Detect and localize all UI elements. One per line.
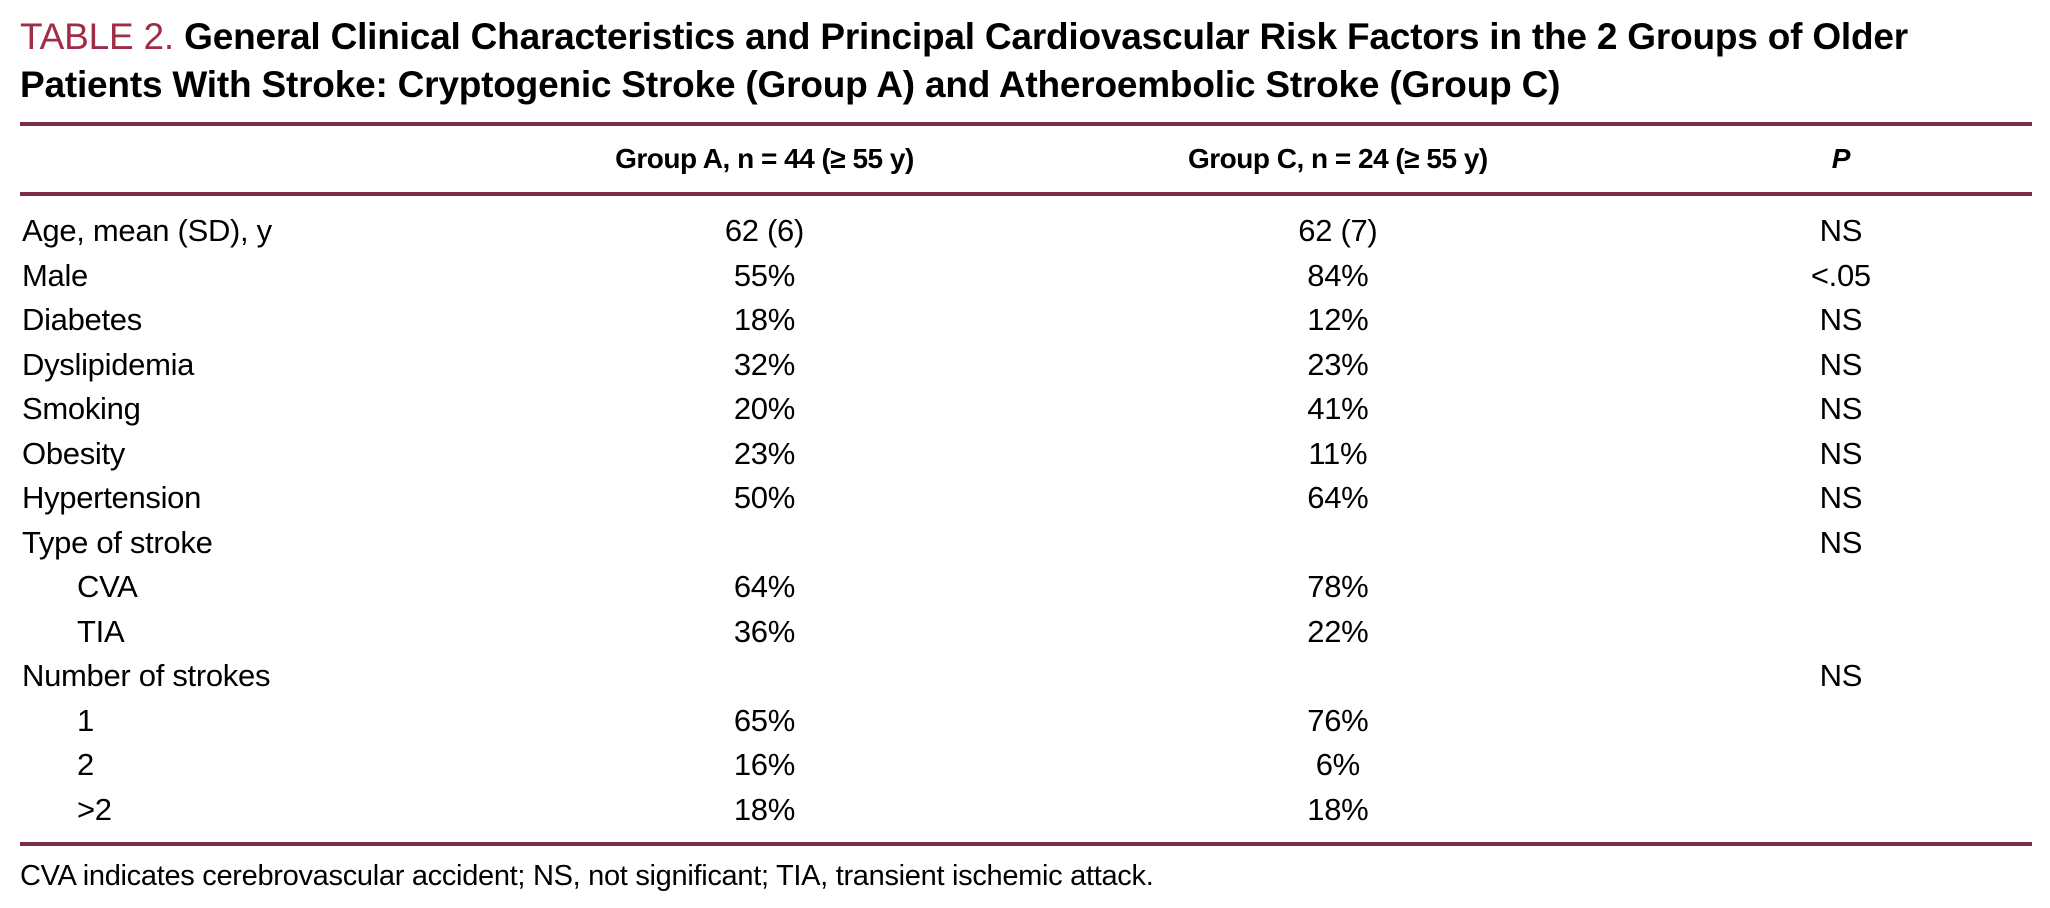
table-row: Smoking 20% 41% NS (20, 387, 2032, 432)
table-row: Diabetes 18% 12% NS (20, 298, 2032, 343)
column-header-label (20, 124, 503, 194)
cell-group-a: 36% (733, 613, 795, 649)
cell-group-c: 41% (1307, 391, 1369, 427)
cell-group-c: 64% (1307, 480, 1369, 516)
row-label: Smoking (22, 391, 141, 427)
cell-group-c (1026, 654, 1650, 699)
cell-p: NS (1819, 658, 1863, 694)
cell-group-c: 62 (7) (1298, 213, 1378, 249)
cell-group-c: 22% (1307, 613, 1369, 649)
cell-group-c: 84% (1307, 257, 1369, 293)
table-row: TIA 36% 22% (20, 610, 2032, 655)
data-table: Group A, n = 44 (≥ 55 y) Group C, n = 24… (20, 122, 2032, 842)
row-label: 2 (77, 747, 94, 783)
cell-p: NS (1819, 391, 1863, 427)
row-label: Male (22, 257, 88, 293)
table-row: Dyslipidemia 32% 23% NS (20, 343, 2032, 388)
table-row: Hypertension 50% 64% NS (20, 476, 2032, 521)
cell-p: NS (1819, 213, 1863, 249)
row-label: Age, mean (SD), y (22, 213, 272, 249)
cell-group-a: 20% (733, 391, 795, 427)
table-row: Male 55% 84% <.05 (20, 254, 2032, 299)
cell-group-a (503, 521, 1026, 566)
cell-group-a: 18% (733, 302, 795, 338)
cell-group-c: 11% (1308, 435, 1368, 471)
cell-group-a: 62 (6) (724, 213, 805, 249)
column-header-p: P (1831, 143, 1851, 174)
paper-table-figure: TABLE 2. General Clinical Characteristic… (20, 0, 2032, 893)
cell-p: NS (1819, 480, 1863, 516)
row-label: CVA (77, 569, 138, 605)
cell-p (1650, 610, 2032, 655)
table-row: CVA 64% 78% (20, 565, 2032, 610)
cell-group-a: 32% (733, 346, 795, 382)
table-row: 2 16% 6% (20, 743, 2032, 788)
cell-p: NS (1819, 435, 1863, 471)
row-label: Hypertension (22, 480, 202, 516)
cell-p (1650, 565, 2032, 610)
cell-p (1650, 743, 2032, 788)
cell-p: NS (1819, 346, 1863, 382)
cell-group-c: 12% (1307, 302, 1369, 338)
cell-group-c: 18% (1307, 791, 1369, 827)
cell-group-c: 23% (1307, 346, 1369, 382)
table-row: Obesity 23% 11% NS (20, 432, 2032, 477)
table-title-text: General Clinical Characteristics and Pri… (20, 16, 1908, 105)
cell-group-a: 64% (733, 569, 795, 605)
table-body: Age, mean (SD), y 62 (6) 62 (7) NS Male 55% 84… (20, 194, 2032, 842)
column-header-group-c: Group C, n = 24 (≥ 55 y) (1187, 143, 1488, 174)
cell-group-c (1026, 521, 1650, 566)
cell-group-a (503, 654, 1026, 699)
table-row: 1 65% 76% (20, 699, 2032, 744)
cell-group-a: 18% (733, 791, 795, 827)
table-row: Type of stroke NS (20, 521, 2032, 566)
cell-group-c: 78% (1307, 569, 1369, 605)
row-label: Diabetes (22, 302, 142, 338)
cell-group-a: 65% (733, 702, 795, 738)
cell-group-a: 16% (733, 747, 795, 783)
cell-group-a: 55% (733, 257, 795, 293)
table-row: Number of strokes NS (20, 654, 2032, 699)
table-number-label: TABLE 2. (20, 16, 175, 57)
table-row: >2 18% 18% (20, 788, 2032, 843)
row-label: Obesity (22, 435, 125, 471)
row-label: TIA (77, 613, 125, 649)
cell-p (1650, 788, 2032, 843)
row-label: Dyslipidemia (22, 346, 195, 382)
cell-group-a: 23% (733, 435, 795, 471)
cell-group-c: 6% (1315, 747, 1361, 783)
table-bottom-rule (20, 842, 2032, 846)
cell-p: NS (1819, 302, 1863, 338)
row-label: >2 (77, 791, 112, 827)
cell-group-a: 50% (733, 480, 795, 516)
page-title: TABLE 2. General Clinical Characteristic… (20, 0, 2032, 109)
header-row: Group A, n = 44 (≥ 55 y) Group C, n = 24… (20, 124, 2032, 194)
cell-p: NS (1819, 524, 1863, 560)
cell-p: <.05 (1810, 257, 1871, 293)
table-row: Age, mean (SD), y 62 (6) 62 (7) NS (20, 194, 2032, 254)
column-header-group-a: Group A, n = 44 (≥ 55 y) (615, 143, 914, 174)
cell-group-c: 76% (1307, 702, 1369, 738)
table-header: Group A, n = 44 (≥ 55 y) Group C, n = 24… (20, 124, 2032, 194)
footnote: CVA indicates cerebrovascular accident; … (20, 860, 1154, 892)
row-label: Number of strokes (22, 658, 271, 694)
cell-p (1650, 699, 2032, 744)
row-label: Type of stroke (22, 524, 213, 560)
row-label: 1 (77, 702, 94, 738)
